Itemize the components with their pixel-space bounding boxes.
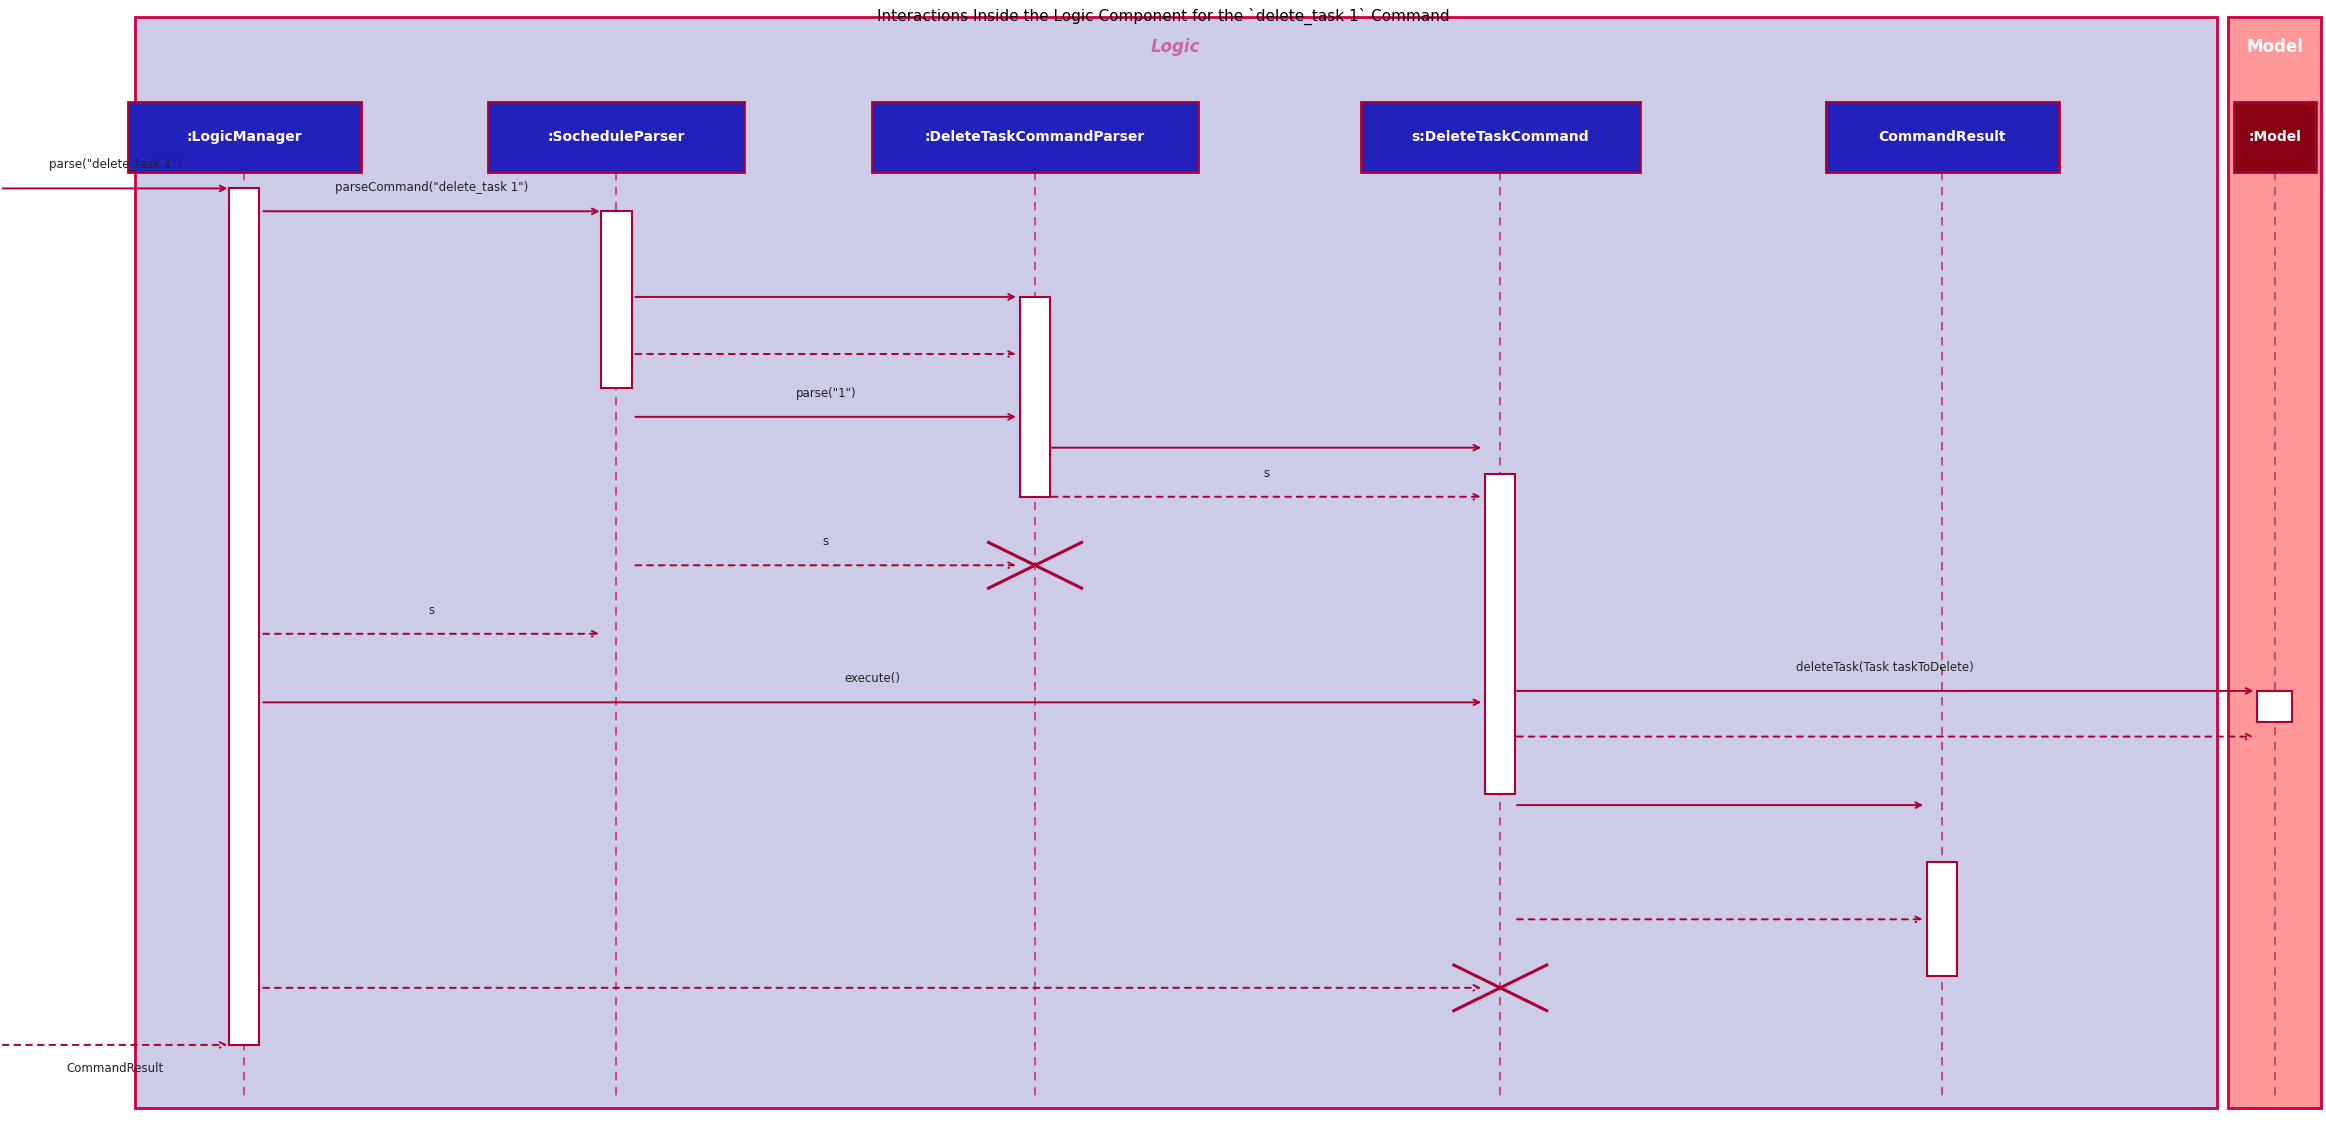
- Bar: [1826, 102, 2059, 172]
- Bar: [2259, 691, 2293, 722]
- Text: s: s: [1263, 467, 1270, 480]
- Text: :LogicManager: :LogicManager: [186, 130, 302, 144]
- Text: s: s: [823, 536, 828, 548]
- Bar: [1928, 862, 1958, 976]
- Text: deleteTask(Task taskToDelete): deleteTask(Task taskToDelete): [1796, 661, 1975, 674]
- Text: :DeleteTaskCommandParser: :DeleteTaskCommandParser: [926, 130, 1144, 144]
- Bar: [228, 188, 261, 1045]
- Text: execute(): execute(): [844, 673, 900, 685]
- Text: parse("1"): parse("1"): [795, 387, 856, 400]
- Bar: [1486, 474, 1517, 794]
- Text: CommandResult: CommandResult: [67, 1062, 163, 1075]
- Bar: [2233, 102, 2314, 172]
- Bar: [2261, 691, 2289, 722]
- Text: :Model: :Model: [2249, 130, 2300, 144]
- Bar: [2228, 17, 2321, 1108]
- Bar: [488, 102, 744, 172]
- Text: s: s: [428, 604, 435, 617]
- Text: Interactions Inside the Logic Component for the `delete_task 1` Command: Interactions Inside the Logic Component …: [877, 8, 1449, 25]
- Text: Model: Model: [2247, 38, 2303, 56]
- Text: parse("delete_task 1"): parse("delete_task 1"): [49, 159, 181, 171]
- Bar: [872, 102, 1198, 172]
- Text: Logic: Logic: [1151, 38, 1200, 56]
- Text: CommandResult: CommandResult: [1879, 130, 2005, 144]
- Text: :SocheduleParser: :SocheduleParser: [547, 130, 686, 144]
- Text: s:DeleteTaskCommand: s:DeleteTaskCommand: [1412, 130, 1589, 144]
- Bar: [1019, 297, 1051, 497]
- Text: parseCommand("delete_task 1"): parseCommand("delete_task 1"): [335, 182, 528, 194]
- Bar: [1361, 102, 1640, 172]
- Bar: [135, 17, 2217, 1108]
- Bar: [602, 211, 633, 388]
- Bar: [128, 102, 361, 172]
